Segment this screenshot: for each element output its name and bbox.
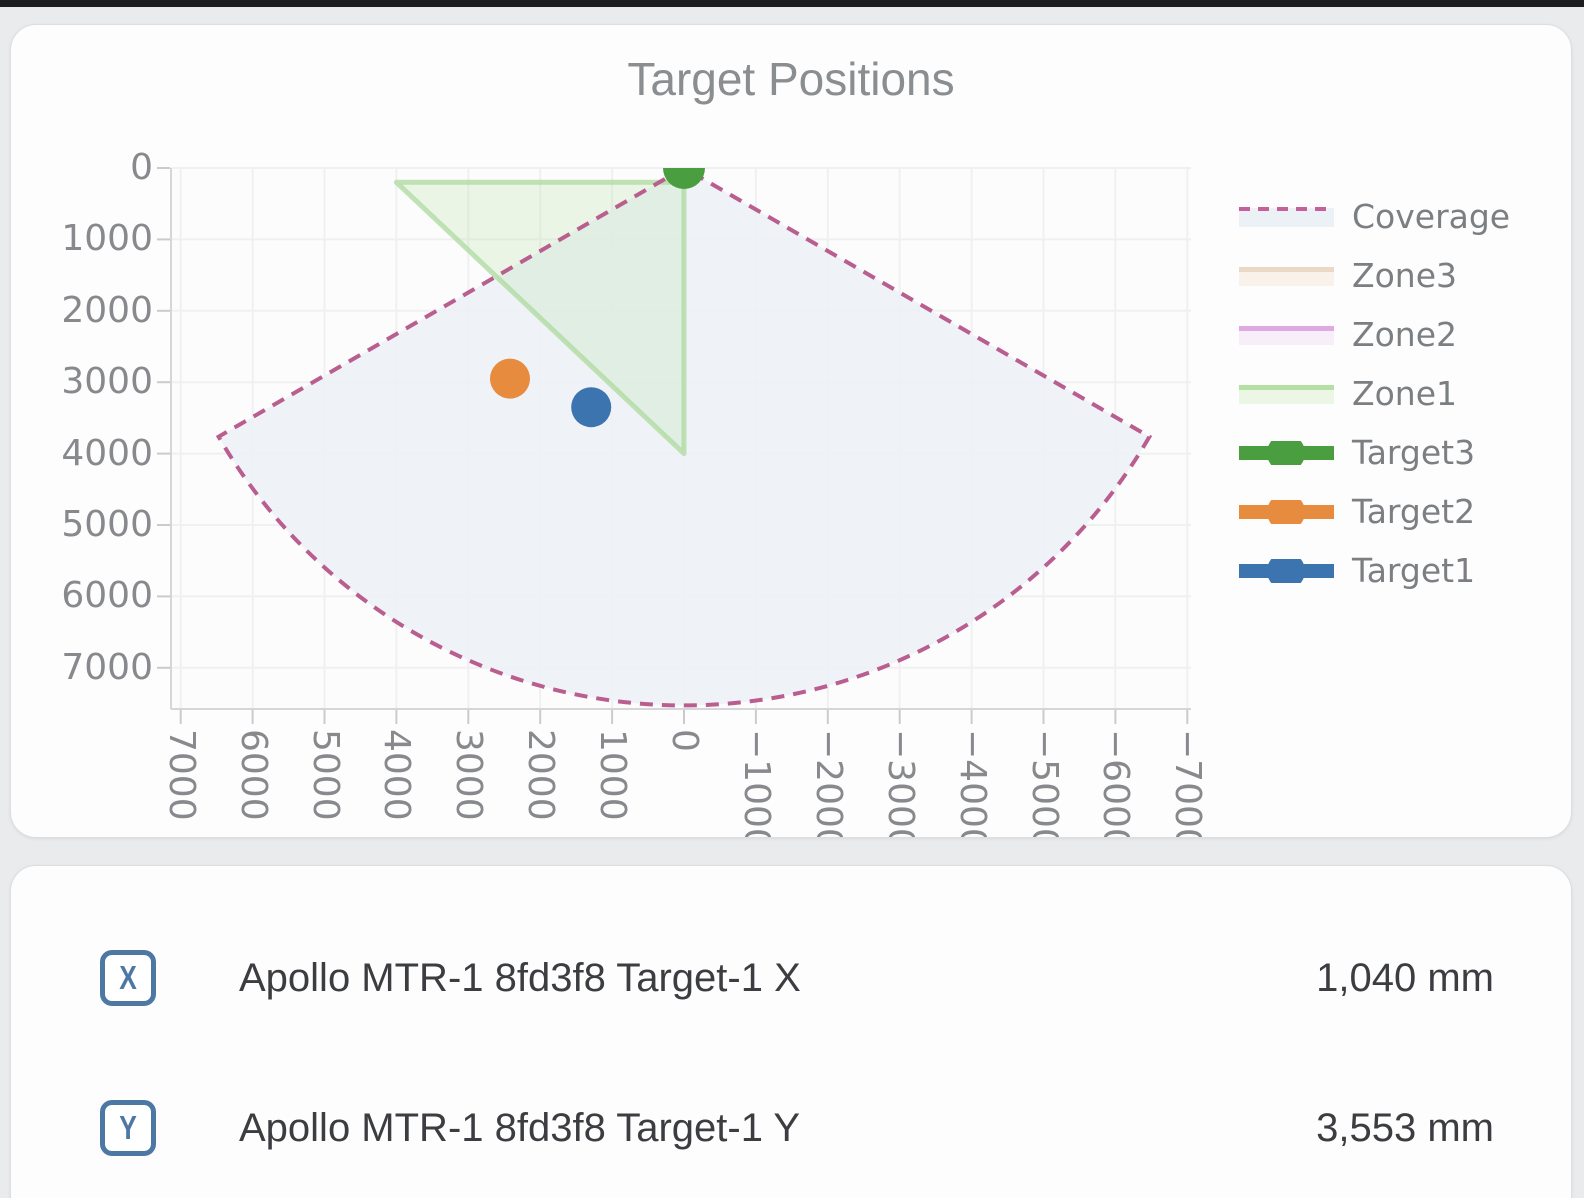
legend-label: Zone3 [1352, 256, 1458, 295]
legend-label: Coverage [1352, 197, 1511, 236]
legend-symbol-marker [1239, 499, 1334, 524]
legend-symbol-marker [1239, 558, 1334, 583]
y-tick-label: 4000 [61, 432, 153, 474]
sensor-name: Apollo MTR-1 8fd3f8 Target-1 Y [239, 1105, 801, 1150]
target2-point[interactable] [490, 358, 530, 399]
legend-item-zone1[interactable]: Zone1 [1239, 364, 1510, 423]
target1-point[interactable] [571, 387, 612, 428]
x-tick-label: −6000 [1095, 729, 1137, 838]
legend-label: Target1 [1352, 551, 1476, 590]
legend-symbol-area [1239, 266, 1334, 286]
axis-x-icon: X [100, 950, 156, 1006]
legend-label: Target2 [1352, 492, 1476, 531]
x-tick-label: 7000 [160, 729, 202, 821]
legend-item-target2[interactable]: Target2 [1239, 482, 1510, 541]
legend-item-zone3[interactable]: Zone3 [1239, 246, 1510, 305]
x-tick-label: 4000 [376, 729, 418, 821]
y-tick-label: 3000 [61, 361, 153, 403]
y-tick-label: 5000 [61, 504, 153, 545]
y-tick-label: 2000 [61, 289, 153, 331]
legend-item-target3[interactable]: Target3 [1239, 423, 1510, 482]
x-tick-label: −2000 [807, 729, 849, 838]
icon-letter: X [119, 959, 137, 996]
chart-title: Target Positions [627, 53, 955, 105]
x-tick-label: −3000 [879, 729, 921, 838]
legend-item-target1[interactable]: Target1 [1239, 541, 1510, 600]
y-tick-label: 7000 [61, 646, 153, 688]
x-tick-label: 5000 [304, 729, 346, 821]
x-tick-label: 1000 [592, 729, 634, 821]
icon-letter: Y [119, 1109, 137, 1146]
sensor-value: 3,553 mm [1316, 1105, 1494, 1150]
y-tick-label: 6000 [61, 575, 153, 617]
legend-label: Zone2 [1352, 315, 1458, 354]
legend-item-zone2[interactable]: Zone2 [1239, 305, 1510, 364]
axis-y-icon: Y [100, 1100, 156, 1156]
readout-card: X Apollo MTR-1 8fd3f8 Target-1 X 1,040 mm Y… [10, 865, 1572, 1198]
legend-label: Target3 [1352, 433, 1476, 472]
legend-symbol-marker [1239, 440, 1334, 465]
legend-symbol-dashed-area [1239, 206, 1334, 227]
x-tick-label: −4000 [951, 729, 993, 838]
sensor-value: 1,040 mm [1316, 955, 1494, 1000]
y-tick-label: 0 [130, 147, 153, 188]
x-tick-label: −1000 [735, 729, 777, 838]
x-tick-label: −7000 [1167, 729, 1209, 838]
target3-point[interactable] [663, 147, 705, 189]
x-tick-label: 0 [664, 729, 705, 752]
x-tick-label: 2000 [520, 729, 562, 821]
legend-label: Zone1 [1352, 374, 1458, 413]
plot-svg [157, 147, 1191, 724]
x-tick-label: −5000 [1023, 729, 1065, 838]
legend-item-coverage[interactable]: Coverage [1239, 187, 1510, 246]
sensor-row-y[interactable]: Y Apollo MTR-1 8fd3f8 Target-1 Y 3,553 mm [11, 1082, 1571, 1174]
legend-symbol-area [1239, 384, 1334, 404]
chart-card: Target Positions 0 1000 2000 3000 4000 5000 60… [10, 24, 1572, 838]
x-tick-label: 6000 [232, 729, 274, 821]
y-tick-label: 1000 [61, 218, 153, 260]
chart-legend: Coverage Zone3 Zone2 Zone1 Target3 Target2 Tar… [1239, 187, 1510, 600]
legend-symbol-area [1239, 325, 1334, 345]
x-tick-label: 3000 [448, 729, 490, 821]
top-bar [0, 0, 1584, 7]
sensor-name: Apollo MTR-1 8fd3f8 Target-1 X [239, 955, 801, 1000]
sensor-row-x[interactable]: X Apollo MTR-1 8fd3f8 Target-1 X 1,040 mm [11, 932, 1571, 1024]
